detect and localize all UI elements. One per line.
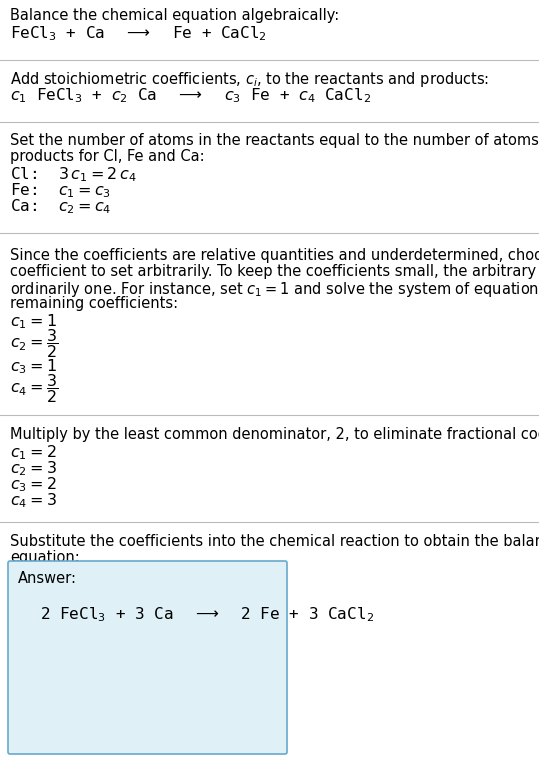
- Text: Add stoichiometric coefficients, $c_i$, to the reactants and products:: Add stoichiometric coefficients, $c_i$, …: [10, 70, 489, 89]
- Text: $c_1 = 2$: $c_1 = 2$: [10, 443, 57, 462]
- Text: $c_1 = 1$: $c_1 = 1$: [10, 312, 57, 331]
- Text: ordinarily one. For instance, set $c_1 = 1$ and solve the system of equations fo: ordinarily one. For instance, set $c_1 =…: [10, 280, 539, 299]
- Text: $c_3 = 2$: $c_3 = 2$: [10, 475, 57, 494]
- Text: $c_2 = 3$: $c_2 = 3$: [10, 459, 57, 478]
- Text: $c_4 = \dfrac{3}{2}$: $c_4 = \dfrac{3}{2}$: [10, 372, 58, 405]
- Text: products for Cl, Fe and Ca:: products for Cl, Fe and Ca:: [10, 149, 205, 164]
- Text: coefficient to set arbitrarily. To keep the coefficients small, the arbitrary va: coefficient to set arbitrarily. To keep …: [10, 264, 539, 279]
- Text: 2 FeCl$_3$ + 3 Ca  $\longrightarrow$  2 Fe + 3 CaCl$_2$: 2 FeCl$_3$ + 3 Ca $\longrightarrow$ 2 Fe…: [40, 605, 374, 624]
- Text: remaining coefficients:: remaining coefficients:: [10, 296, 178, 311]
- Text: $c_4 = 3$: $c_4 = 3$: [10, 491, 57, 510]
- Text: equation:: equation:: [10, 550, 80, 565]
- Text: Balance the chemical equation algebraically:: Balance the chemical equation algebraica…: [10, 8, 339, 23]
- Text: Since the coefficients are relative quantities and underdetermined, choose a: Since the coefficients are relative quan…: [10, 248, 539, 263]
- Text: Multiply by the least common denominator, 2, to eliminate fractional coefficient: Multiply by the least common denominator…: [10, 427, 539, 442]
- Text: Answer:: Answer:: [18, 571, 77, 586]
- Text: FeCl$_3$ + Ca  $\longrightarrow$  Fe + CaCl$_2$: FeCl$_3$ + Ca $\longrightarrow$ Fe + CaC…: [10, 24, 267, 43]
- Text: Ca:  $c_2 = c_4$: Ca: $c_2 = c_4$: [10, 197, 112, 216]
- FancyBboxPatch shape: [8, 561, 287, 754]
- Text: Substitute the coefficients into the chemical reaction to obtain the balanced: Substitute the coefficients into the che…: [10, 534, 539, 549]
- Text: Fe:  $c_1 = c_3$: Fe: $c_1 = c_3$: [10, 181, 111, 200]
- Text: $c_2 = \dfrac{3}{2}$: $c_2 = \dfrac{3}{2}$: [10, 327, 58, 360]
- Text: $c_3 = 1$: $c_3 = 1$: [10, 357, 57, 376]
- Text: $c_1$ FeCl$_3$ + $c_2$ Ca  $\longrightarrow$  $c_3$ Fe + $c_4$ CaCl$_2$: $c_1$ FeCl$_3$ + $c_2$ Ca $\longrightarr…: [10, 86, 371, 104]
- Text: Set the number of atoms in the reactants equal to the number of atoms in the: Set the number of atoms in the reactants…: [10, 133, 539, 148]
- Text: Cl:  $3\,c_1 = 2\,c_4$: Cl: $3\,c_1 = 2\,c_4$: [10, 165, 137, 184]
